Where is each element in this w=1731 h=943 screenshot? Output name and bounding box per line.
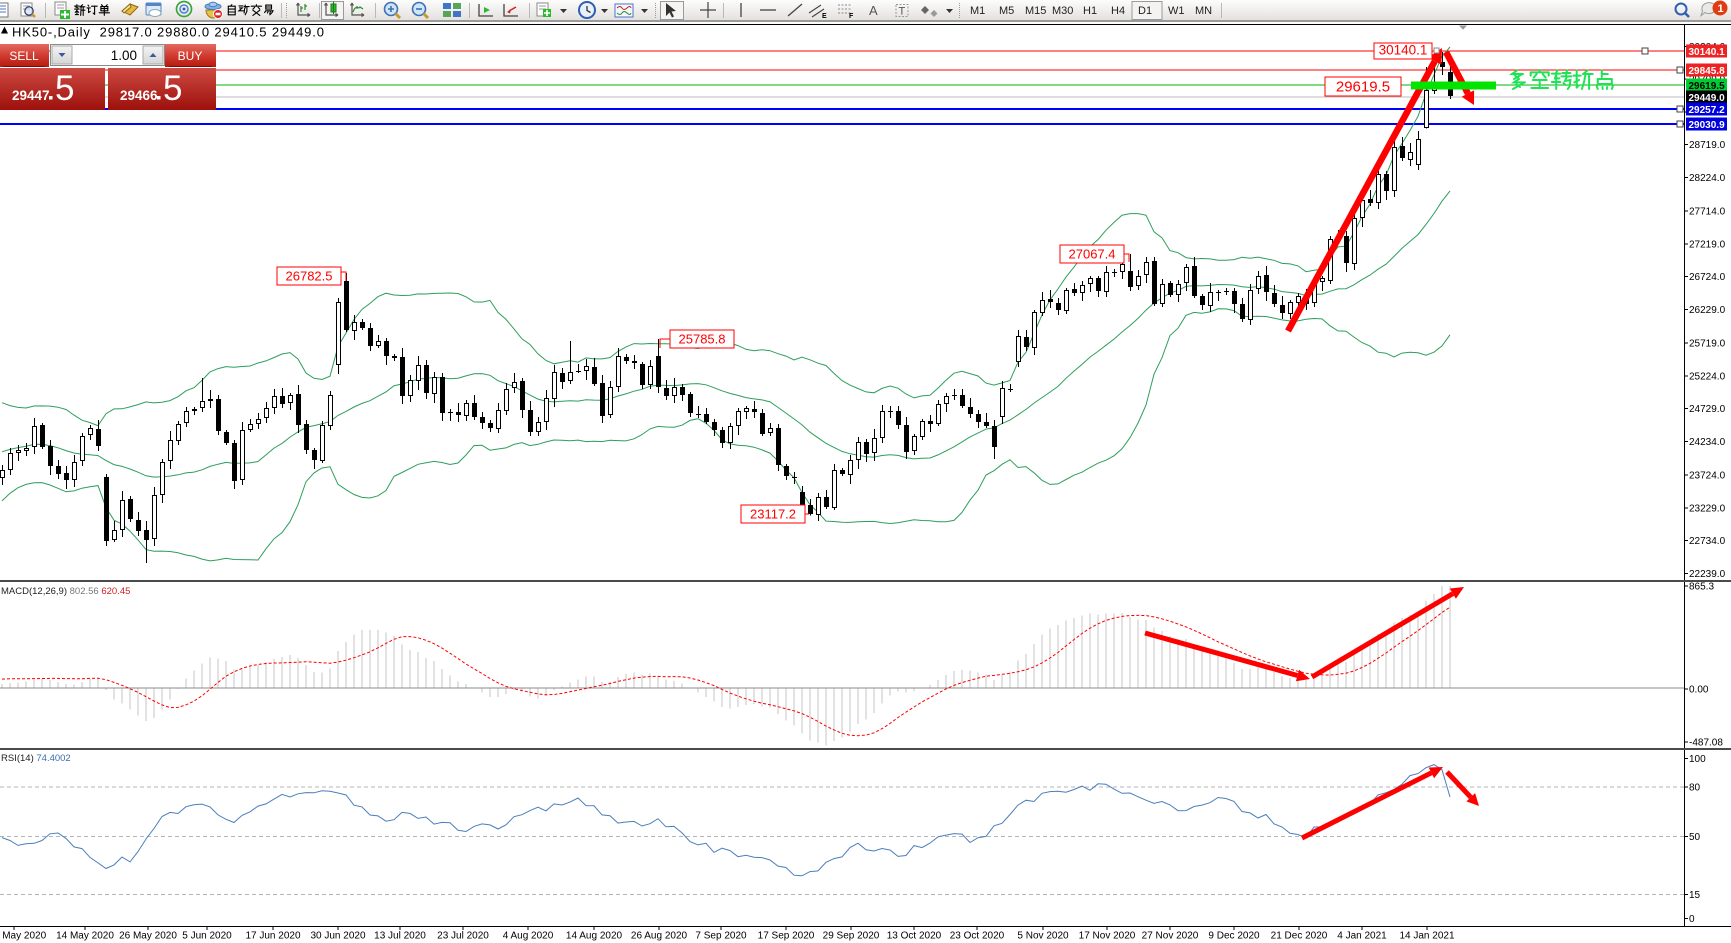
svg-text:RSI(14) 74.4002: RSI(14) 74.4002 (1, 753, 71, 764)
svg-text:29466: 29466 (120, 88, 158, 103)
svg-text:25719.0: 25719.0 (1689, 339, 1726, 350)
svg-text:5 Nov 2020: 5 Nov 2020 (1017, 931, 1069, 942)
svg-text:29449.0: 29449.0 (1689, 93, 1726, 104)
svg-text:4 Jan 2021: 4 Jan 2021 (1337, 931, 1387, 942)
svg-text:27067.4: 27067.4 (1069, 247, 1116, 262)
svg-text:17 Jun 2020: 17 Jun 2020 (245, 931, 300, 942)
svg-text:0: 0 (1689, 914, 1695, 925)
svg-text:F: F (849, 13, 854, 20)
svg-text:27 Nov 2020: 27 Nov 2020 (1142, 931, 1199, 942)
svg-text:9 Dec 2020: 9 Dec 2020 (1208, 931, 1260, 942)
svg-text:50: 50 (1689, 832, 1701, 843)
svg-text:A: A (869, 3, 878, 18)
svg-text:29257.2: 29257.2 (1689, 105, 1726, 116)
svg-text:8 May 2020: 8 May 2020 (0, 931, 47, 942)
svg-text:0.00: 0.00 (1689, 684, 1709, 695)
svg-text:27714.0: 27714.0 (1689, 207, 1726, 218)
svg-text:W1: W1 (1168, 5, 1185, 17)
svg-text:M5: M5 (999, 5, 1014, 17)
svg-text:13 Jul 2020: 13 Jul 2020 (374, 931, 426, 942)
svg-text:29619.5: 29619.5 (1689, 81, 1726, 92)
svg-text:30 Jun 2020: 30 Jun 2020 (310, 931, 365, 942)
svg-text:4 Aug 2020: 4 Aug 2020 (503, 931, 554, 942)
svg-text:29030.9: 29030.9 (1689, 120, 1726, 131)
svg-text:E: E (822, 13, 827, 20)
svg-text:25785.8: 25785.8 (679, 332, 726, 347)
svg-text:5: 5 (55, 69, 74, 108)
svg-text:SELL: SELL (9, 49, 39, 63)
svg-text:26 May 2020: 26 May 2020 (119, 931, 177, 942)
svg-text:H1: H1 (1083, 5, 1097, 17)
svg-text:1: 1 (1718, 3, 1724, 15)
svg-text:26782.5: 26782.5 (286, 269, 333, 284)
svg-text:23117.2: 23117.2 (750, 507, 796, 522)
svg-text:D1: D1 (1138, 5, 1152, 17)
svg-text:14 May 2020: 14 May 2020 (56, 931, 114, 942)
svg-text:14 Jan 2021: 14 Jan 2021 (1399, 931, 1454, 942)
svg-text:H4: H4 (1111, 5, 1125, 17)
svg-text:17 Nov 2020: 17 Nov 2020 (1079, 931, 1136, 942)
svg-text:M30: M30 (1052, 5, 1073, 17)
svg-text:13 Oct 2020: 13 Oct 2020 (887, 931, 942, 942)
svg-text:24729.0: 24729.0 (1689, 404, 1726, 415)
svg-text:26724.0: 26724.0 (1689, 272, 1726, 283)
svg-text:1.00: 1.00 (111, 48, 137, 63)
svg-text:15: 15 (1689, 890, 1701, 901)
svg-text:28719.0: 28719.0 (1689, 140, 1726, 151)
svg-text:23229.0: 23229.0 (1689, 504, 1726, 515)
svg-text:24234.0: 24234.0 (1689, 437, 1726, 448)
svg-text:5 Jun 2020: 5 Jun 2020 (182, 931, 232, 942)
svg-text:22734.0: 22734.0 (1689, 536, 1726, 547)
svg-text:29619.5: 29619.5 (1336, 79, 1390, 96)
svg-text:30140.1: 30140.1 (1689, 47, 1726, 58)
svg-text:MN: MN (1195, 5, 1212, 17)
svg-text:27219.0: 27219.0 (1689, 239, 1726, 250)
svg-text:21 Dec 2020: 21 Dec 2020 (1271, 931, 1328, 942)
svg-text:29447: 29447 (12, 88, 50, 103)
svg-text:7 Sep 2020: 7 Sep 2020 (695, 931, 747, 942)
svg-text:14 Aug 2020: 14 Aug 2020 (566, 931, 623, 942)
svg-text:29845.8: 29845.8 (1689, 66, 1726, 77)
svg-text:23 Jul 2020: 23 Jul 2020 (437, 931, 489, 942)
svg-text:28224.0: 28224.0 (1689, 173, 1726, 184)
svg-text:5: 5 (163, 69, 182, 108)
svg-text:23 Oct 2020: 23 Oct 2020 (950, 931, 1005, 942)
svg-text:MACD(12,26,9) 802.56 620.45: MACD(12,26,9) 802.56 620.45 (1, 586, 130, 597)
svg-text:M1: M1 (970, 5, 985, 17)
svg-text:26 Aug 2020: 26 Aug 2020 (631, 931, 688, 942)
svg-text:-487.08: -487.08 (1689, 738, 1723, 749)
svg-text:23724.0: 23724.0 (1689, 471, 1726, 482)
svg-text:30140.1: 30140.1 (1379, 43, 1428, 58)
svg-text:22239.0: 22239.0 (1689, 569, 1726, 580)
svg-text:M15: M15 (1025, 5, 1046, 17)
svg-text:T: T (899, 6, 906, 18)
svg-text:17 Sep 2020: 17 Sep 2020 (758, 931, 815, 942)
svg-text:BUY: BUY (178, 49, 203, 63)
svg-text:25224.0: 25224.0 (1689, 371, 1726, 382)
svg-text:29 Sep 2020: 29 Sep 2020 (823, 931, 880, 942)
svg-text:100: 100 (1689, 754, 1706, 765)
svg-text:80: 80 (1689, 783, 1701, 794)
svg-text:26229.0: 26229.0 (1689, 305, 1726, 316)
svg-text:HK50-,Daily 29817.0 29880.0 2: HK50-,Daily 29817.0 29880.0 29410.5 2944… (12, 25, 325, 40)
svg-text:865.3: 865.3 (1689, 582, 1714, 593)
